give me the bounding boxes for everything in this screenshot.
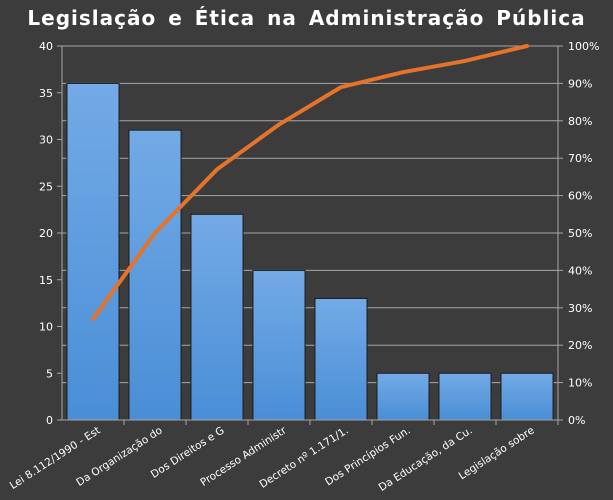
chart-title: Legislação e Ética na Administração Públ… [27,6,586,30]
bar [128,129,182,421]
bar [190,213,244,421]
right-tick-label: 60% [568,190,592,203]
line-point [277,123,281,127]
bar [500,372,554,421]
right-tick-label: 80% [568,115,592,128]
right-tick-label: 10% [568,377,592,390]
line-point [525,44,529,48]
bar [438,372,492,421]
right-tick-label: 0% [568,414,585,427]
left-tick-label: 15 [39,274,53,287]
left-tick-label: 5 [46,367,53,380]
line-point [339,85,343,89]
right-tick-label: 90% [568,77,592,90]
left-tick-label: 30 [39,134,53,147]
line-point [153,231,157,235]
bar [376,372,430,421]
bar [252,269,306,421]
left-tick-label: 35 [39,87,53,100]
left-tick-label: 40 [39,40,53,53]
right-tick-label: 50% [568,227,592,240]
bar [66,82,120,421]
left-tick-label: 20 [39,227,53,240]
left-tick-label: 25 [39,180,53,193]
right-tick-label: 70% [568,152,592,165]
left-tick-label: 0 [46,414,53,427]
line-point [91,317,95,321]
line-point [463,59,467,63]
right-tick-label: 100% [568,40,599,53]
right-tick-label: 40% [568,264,592,277]
right-tick-label: 30% [568,302,592,315]
line-point [215,167,219,171]
left-tick-label: 10 [39,321,53,334]
cumulative-line [91,44,529,322]
line-point [401,70,405,74]
right-tick-label: 20% [568,339,592,352]
bar [314,297,368,421]
